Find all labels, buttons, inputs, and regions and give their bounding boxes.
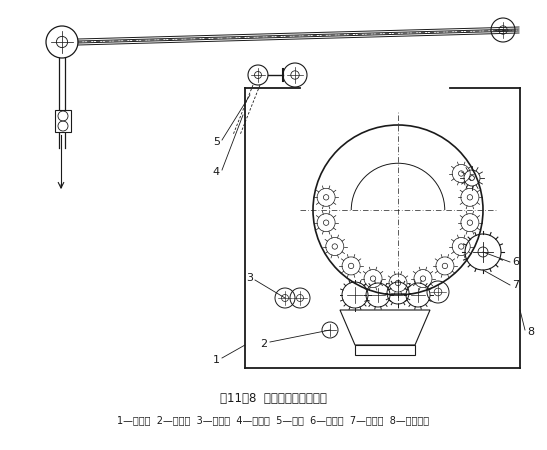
Polygon shape (340, 310, 430, 345)
Text: 1: 1 (213, 355, 220, 365)
Text: 4: 4 (213, 167, 220, 177)
Text: 2: 2 (260, 339, 267, 349)
Text: 3: 3 (246, 273, 253, 283)
Text: 1—除尘箱  2—张力辊  3—毛刷辊  4—进呢辊  5—针辊  6—刷毛辊  7—出呢辊  8—起毛辊筒: 1—除尘箱 2—张力辊 3—毛刷辊 4—进呢辊 5—针辊 6—刷毛辊 7—出呢辊… (118, 415, 429, 425)
Bar (55, 110, 71, 132)
Text: 8: 8 (527, 327, 534, 337)
Text: 7: 7 (512, 280, 519, 290)
Text: 6: 6 (512, 257, 519, 267)
Text: 5: 5 (213, 137, 220, 147)
Text: 图11－8  双动式钢丝针起毛机: 图11－8 双动式钢丝针起毛机 (220, 392, 327, 405)
Bar (355, 345, 415, 355)
